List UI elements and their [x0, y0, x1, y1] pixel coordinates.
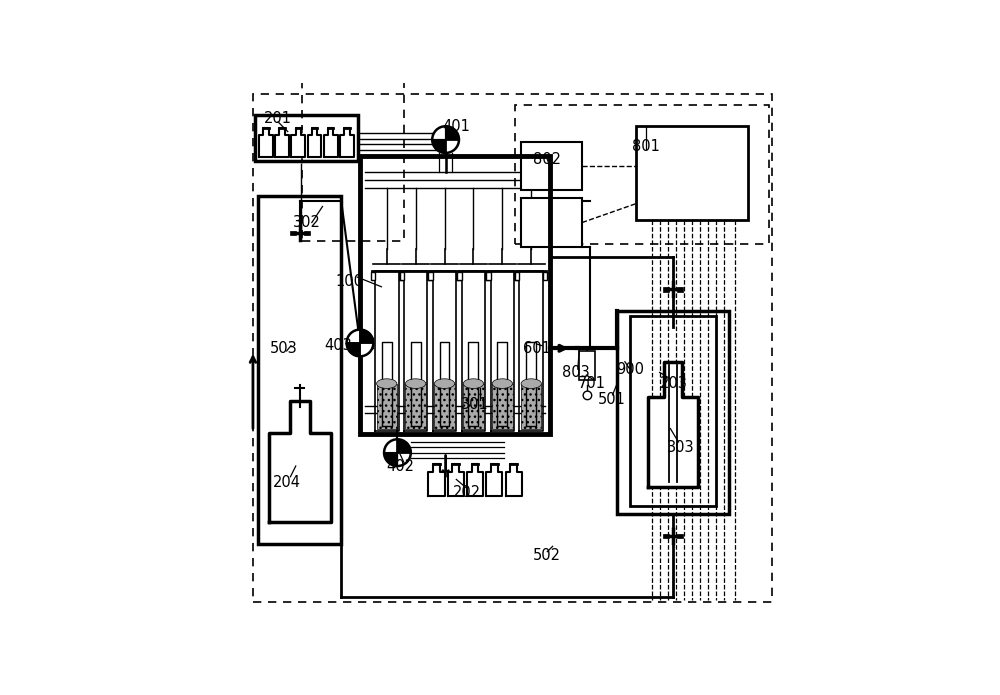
Text: 202: 202	[453, 485, 481, 500]
Text: 401: 401	[442, 119, 470, 133]
Bar	[427, 272, 432, 280]
Bar	[463, 384, 484, 429]
Polygon shape	[347, 343, 360, 357]
Polygon shape	[467, 464, 483, 496]
Polygon shape	[446, 126, 459, 140]
Polygon shape	[340, 128, 354, 157]
Text: 201: 201	[264, 111, 292, 126]
Text: 100: 100	[335, 274, 363, 289]
Polygon shape	[308, 128, 321, 157]
Bar	[304, 231, 310, 236]
Polygon shape	[397, 439, 411, 452]
Polygon shape	[382, 343, 392, 426]
Polygon shape	[468, 343, 478, 426]
Bar	[371, 272, 375, 280]
Bar	[258, 196, 341, 543]
Text: 204: 204	[273, 475, 301, 489]
Text: 301: 301	[461, 397, 489, 412]
Bar	[434, 384, 455, 429]
Bar	[663, 287, 669, 291]
Polygon shape	[648, 362, 698, 487]
Ellipse shape	[521, 379, 541, 389]
Polygon shape	[448, 464, 464, 496]
Bar	[677, 534, 683, 538]
Text: 701: 701	[578, 375, 606, 391]
Bar	[677, 287, 683, 291]
Bar	[515, 272, 519, 280]
Bar	[457, 272, 462, 280]
Bar	[521, 142, 582, 190]
Polygon shape	[324, 128, 338, 157]
Text: 803: 803	[562, 365, 590, 380]
Bar	[360, 156, 550, 434]
Bar	[636, 126, 748, 220]
Polygon shape	[506, 464, 522, 496]
Bar	[617, 311, 729, 514]
Polygon shape	[497, 343, 507, 426]
Circle shape	[347, 329, 373, 357]
Polygon shape	[432, 140, 446, 153]
Bar	[428, 272, 433, 280]
Polygon shape	[360, 329, 373, 343]
Bar	[399, 272, 403, 280]
Bar	[405, 384, 426, 429]
Bar	[579, 351, 595, 380]
Bar	[492, 384, 512, 429]
Bar	[290, 231, 296, 236]
Text: 900: 900	[616, 362, 644, 377]
Text: 501: 501	[598, 392, 625, 407]
Bar	[302, 1, 404, 241]
Polygon shape	[491, 270, 514, 431]
Polygon shape	[269, 401, 331, 522]
Polygon shape	[404, 270, 427, 431]
Ellipse shape	[463, 379, 484, 389]
Polygon shape	[433, 270, 456, 431]
Polygon shape	[411, 343, 421, 426]
Ellipse shape	[377, 379, 397, 389]
Text: 203: 203	[660, 375, 688, 391]
Bar	[255, 115, 358, 161]
Bar	[456, 272, 461, 280]
Circle shape	[432, 126, 459, 153]
Text: 601: 601	[523, 341, 551, 356]
Bar	[663, 534, 669, 538]
Polygon shape	[375, 270, 399, 431]
Polygon shape	[428, 464, 445, 496]
Bar	[521, 384, 541, 429]
Polygon shape	[291, 128, 305, 157]
Polygon shape	[526, 343, 536, 426]
Text: 302: 302	[293, 215, 320, 230]
Ellipse shape	[492, 379, 513, 389]
Bar	[400, 272, 404, 280]
Polygon shape	[440, 343, 449, 426]
Text: 303: 303	[667, 440, 695, 455]
Text: 402: 402	[386, 459, 414, 473]
Bar	[521, 199, 582, 247]
Circle shape	[384, 439, 411, 466]
Ellipse shape	[405, 379, 426, 389]
Ellipse shape	[434, 379, 455, 389]
Text: 503: 503	[270, 341, 297, 356]
Polygon shape	[259, 128, 273, 157]
Bar	[515, 105, 769, 244]
Text: 801: 801	[632, 139, 660, 154]
Bar	[543, 272, 547, 280]
Polygon shape	[519, 270, 543, 431]
Bar	[630, 316, 716, 506]
Text: 502: 502	[533, 548, 561, 563]
Polygon shape	[384, 452, 397, 466]
Bar	[377, 384, 397, 429]
Bar	[514, 272, 518, 280]
Bar	[486, 272, 491, 280]
Polygon shape	[486, 464, 502, 496]
Text: 802: 802	[533, 152, 561, 167]
Polygon shape	[275, 128, 289, 157]
Text: 403: 403	[325, 338, 352, 353]
Polygon shape	[462, 270, 485, 431]
Bar	[485, 272, 489, 280]
Circle shape	[583, 391, 592, 400]
